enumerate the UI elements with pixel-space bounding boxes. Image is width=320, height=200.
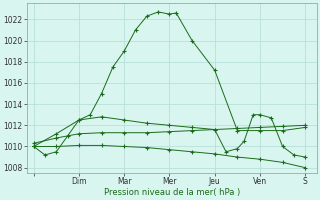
X-axis label: Pression niveau de la mer( hPa ): Pression niveau de la mer( hPa ) — [104, 188, 240, 197]
